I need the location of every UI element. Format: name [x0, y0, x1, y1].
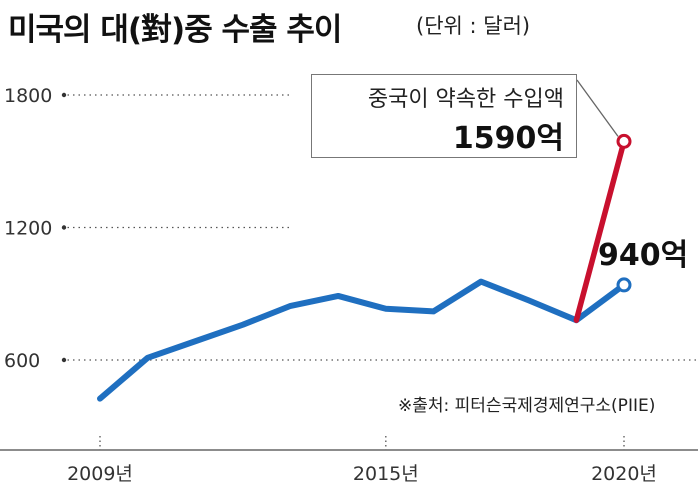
xtick-label-2020: 2020년 — [591, 463, 657, 485]
promise-callout-text: 중국이 약속한 수입액 — [367, 87, 564, 112]
ytick-dot-1800 — [61, 92, 67, 98]
ytick-label-600: 600 — [4, 350, 40, 372]
current-value-label: 940억 — [598, 238, 689, 273]
unit-label: (단위 : 달러) — [416, 14, 531, 38]
promise-callout-value: 1590억 — [452, 121, 564, 156]
point-940-marker — [616, 277, 632, 293]
ytick-dot-600 — [61, 357, 67, 363]
ytick-dot-1200 — [61, 225, 67, 230]
xtick-label-2015: 2015년 — [353, 463, 419, 485]
ytick-label-1200: 1200 — [4, 218, 52, 240]
point-1590-marker — [616, 133, 632, 149]
chart-title: 미국의 대(對)중 수출 추이 — [8, 12, 342, 48]
xtick-label-2009: 2009년 — [67, 463, 133, 485]
promise-callout-box: 중국이 약속한 수입액 1590억 — [311, 74, 577, 158]
source-note: ※출처: 피터슨국제경제연구소(PIIE) — [398, 396, 656, 416]
series-exports-line — [97, 278, 627, 402]
ytick-label-1800: 1800 — [4, 85, 52, 107]
callout-connector — [576, 79, 619, 137]
series-promise-line — [573, 138, 627, 323]
